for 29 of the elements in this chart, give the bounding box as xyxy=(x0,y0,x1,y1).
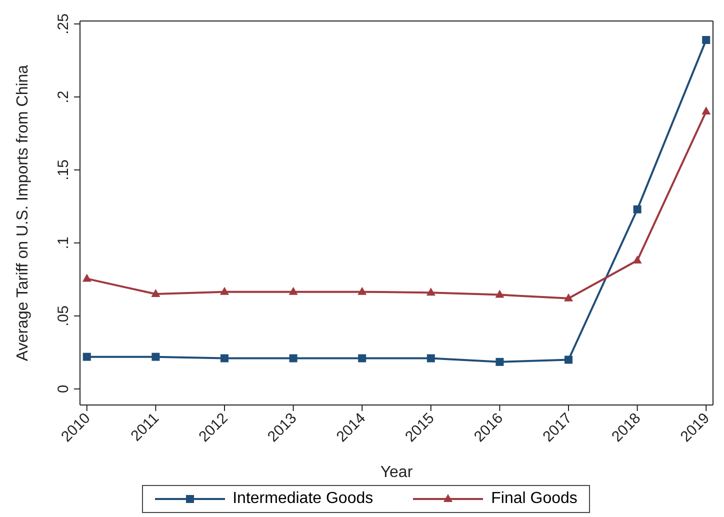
point xyxy=(496,358,504,366)
point xyxy=(289,354,298,362)
point xyxy=(358,286,367,295)
y-tick-label: .25 xyxy=(55,13,72,34)
point xyxy=(220,354,228,362)
point xyxy=(633,205,642,214)
point xyxy=(564,293,574,302)
point xyxy=(495,290,504,298)
y-tick-label: .15 xyxy=(55,160,72,180)
point xyxy=(702,36,710,44)
y-tick-label: .2 xyxy=(55,90,72,104)
y-tick-label: .05 xyxy=(55,306,72,326)
point xyxy=(82,352,91,361)
point xyxy=(151,289,160,298)
point xyxy=(82,274,92,282)
point xyxy=(152,352,160,361)
legend-label: Intermediate Goods xyxy=(232,490,374,508)
y-tick-label: .1 xyxy=(55,236,72,250)
point xyxy=(702,106,711,115)
y-axis-title: Average Tariff on U.S. Imports from China xyxy=(14,64,32,362)
point xyxy=(220,286,229,295)
point xyxy=(426,354,435,362)
x-axis-title: Year xyxy=(380,464,414,481)
y-tick-label: 0 xyxy=(55,384,72,394)
point xyxy=(288,286,298,295)
legend-label: Final Goods xyxy=(491,490,578,508)
point xyxy=(564,356,573,364)
point xyxy=(426,288,436,296)
point xyxy=(358,354,366,362)
